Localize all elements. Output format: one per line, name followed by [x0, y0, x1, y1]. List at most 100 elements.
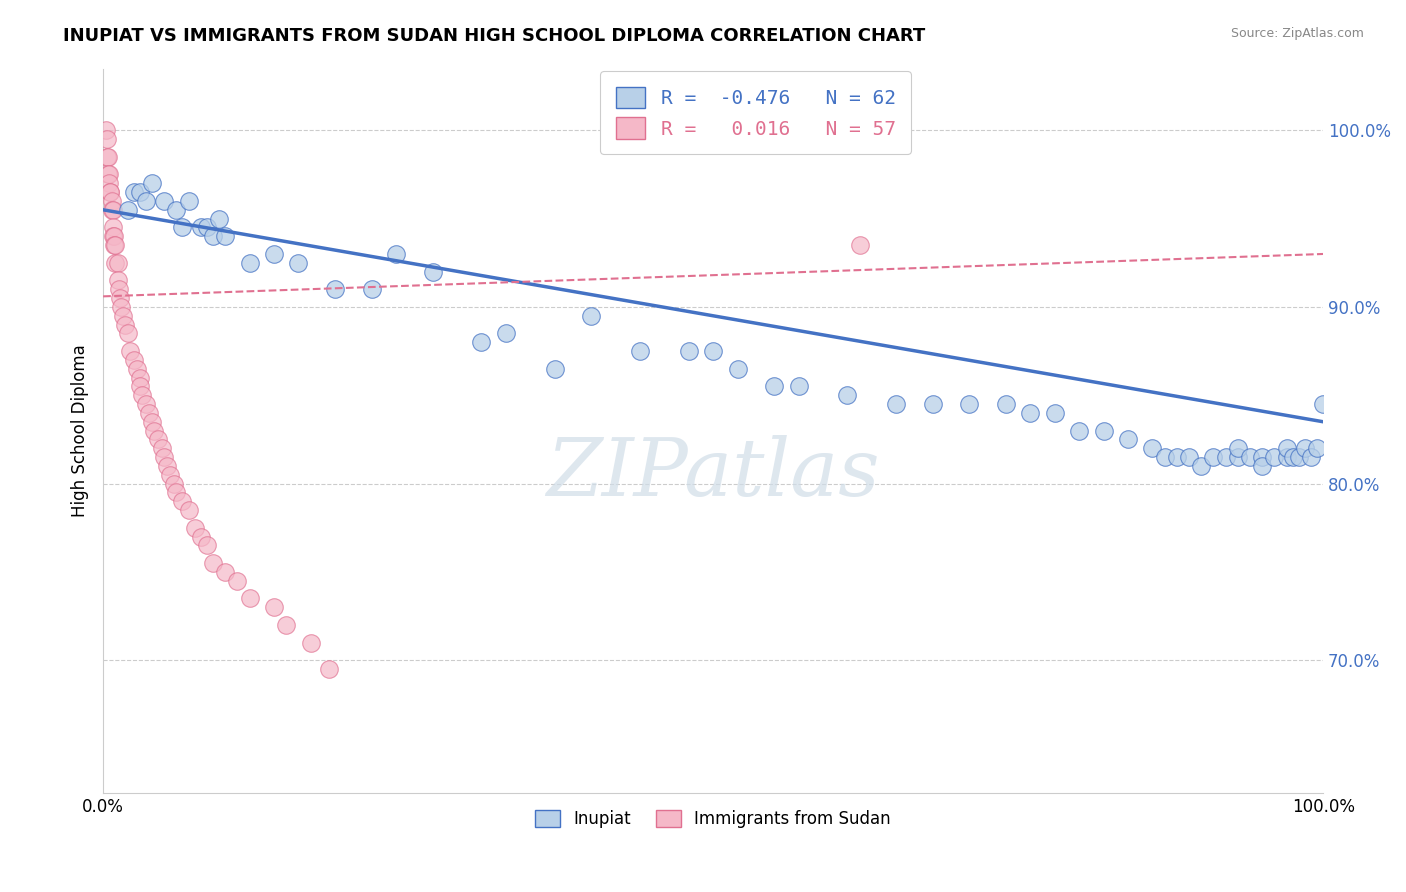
Point [727, 361, 749, 376]
Point [1215, 450, 1237, 464]
Point [195, 538, 218, 552]
Point [96, 150, 118, 164]
Point [146, 433, 169, 447]
Point [226, 574, 249, 588]
Point [763, 379, 786, 393]
Point [543, 361, 565, 376]
Text: ZIPatlas: ZIPatlas [547, 435, 880, 513]
Point [163, 476, 186, 491]
Point [1306, 442, 1329, 456]
Point [143, 424, 166, 438]
Point [117, 202, 139, 217]
Point [495, 326, 517, 341]
Point [263, 600, 285, 615]
Point [117, 326, 139, 341]
Point [98, 177, 121, 191]
Point [214, 229, 236, 244]
Point [1288, 450, 1310, 464]
Point [159, 467, 181, 482]
Point [1043, 406, 1066, 420]
Point [108, 282, 131, 296]
Point [579, 309, 602, 323]
Point [103, 238, 125, 252]
Point [299, 635, 322, 649]
Point [172, 494, 194, 508]
Point [153, 450, 176, 464]
Point [183, 521, 205, 535]
Point [101, 229, 124, 244]
Point [128, 185, 150, 199]
Point [100, 202, 122, 217]
Point [323, 282, 346, 296]
Point [263, 247, 285, 261]
Point [238, 256, 260, 270]
Point [1263, 450, 1285, 464]
Point [100, 185, 122, 199]
Point [98, 168, 121, 182]
Point [100, 185, 122, 199]
Point [122, 353, 145, 368]
Point [957, 397, 980, 411]
Point [360, 282, 382, 296]
Point [114, 318, 136, 332]
Point [837, 388, 859, 402]
Point [214, 565, 236, 579]
Point [422, 265, 444, 279]
Point [1166, 450, 1188, 464]
Point [385, 247, 408, 261]
Point [111, 309, 134, 323]
Point [1092, 424, 1115, 438]
Point [208, 211, 231, 226]
Point [101, 202, 124, 217]
Point [141, 177, 163, 191]
Point [787, 379, 810, 393]
Point [238, 591, 260, 606]
Point [128, 379, 150, 393]
Point [1226, 450, 1249, 464]
Point [1239, 450, 1261, 464]
Point [1226, 442, 1249, 456]
Point [921, 397, 943, 411]
Point [201, 229, 224, 244]
Point [190, 530, 212, 544]
Point [104, 256, 127, 270]
Point [177, 194, 200, 208]
Point [153, 194, 176, 208]
Point [287, 256, 309, 270]
Point [1275, 450, 1298, 464]
Point [276, 618, 298, 632]
Point [172, 220, 194, 235]
Point [150, 442, 173, 456]
Point [1312, 397, 1334, 411]
Point [128, 370, 150, 384]
Point [138, 406, 160, 420]
Point [1019, 406, 1042, 420]
Point [135, 194, 157, 208]
Point [107, 256, 129, 270]
Point [1251, 450, 1274, 464]
Point [107, 273, 129, 287]
Point [195, 220, 218, 235]
Point [165, 202, 187, 217]
Point [1142, 442, 1164, 456]
Point [1178, 450, 1201, 464]
Point [101, 220, 124, 235]
Point [97, 168, 120, 182]
Point [131, 388, 153, 402]
Point [201, 556, 224, 570]
Point [122, 185, 145, 199]
Point [1299, 450, 1322, 464]
Point [1189, 458, 1212, 473]
Point [155, 458, 177, 473]
Legend: Inupiat, Immigrants from Sudan: Inupiat, Immigrants from Sudan [529, 804, 898, 835]
Point [165, 485, 187, 500]
Point [110, 300, 132, 314]
Point [1153, 450, 1175, 464]
Point [1275, 442, 1298, 456]
Point [118, 344, 141, 359]
Point [96, 132, 118, 146]
Text: INUPIAT VS IMMIGRANTS FROM SUDAN HIGH SCHOOL DIPLOMA CORRELATION CHART: INUPIAT VS IMMIGRANTS FROM SUDAN HIGH SC… [63, 27, 925, 45]
Point [848, 238, 870, 252]
Point [318, 662, 340, 676]
Point [190, 220, 212, 235]
